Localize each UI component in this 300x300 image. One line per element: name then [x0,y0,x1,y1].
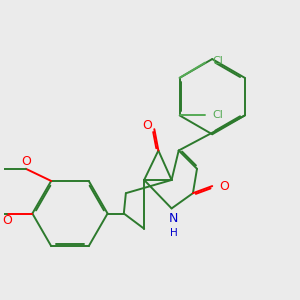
Text: N: N [169,212,178,225]
Text: Cl: Cl [212,110,223,121]
Text: H: H [170,228,178,238]
Text: O: O [21,155,31,168]
Text: Cl: Cl [212,56,223,66]
Text: O: O [2,214,12,227]
Text: O: O [220,180,230,193]
Text: O: O [142,118,152,132]
